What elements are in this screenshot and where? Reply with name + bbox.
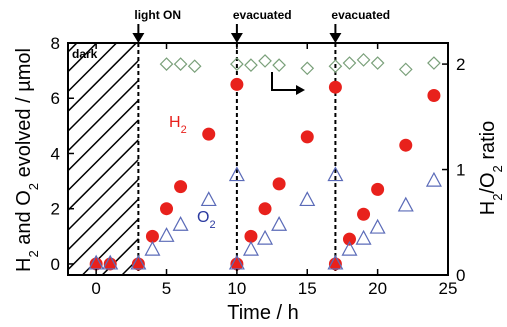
o2-point [102,254,119,270]
o2-point [327,166,344,182]
ratio-point [244,58,258,72]
o2-point [130,254,147,270]
ratio-axis-arrow [271,72,305,95]
y-axis-right-label: H2/O2 ratio [477,121,505,216]
y-axis-left-label: H2 and O2 evolved / µmol [13,48,41,272]
h2-point [328,257,342,271]
event-label: evacuated [331,8,390,22]
h2-point [160,202,174,216]
y-right-tick-label: 1 [456,161,465,180]
h2-point [357,207,371,221]
x-tick-label: 0 [91,279,100,298]
o2-point [88,254,105,270]
h2-point [230,257,244,271]
h2-point [427,88,441,102]
h2-point [258,202,272,216]
h2-point [328,80,342,94]
dark-hatch [68,43,139,275]
h2-point [131,257,145,271]
h2-point [103,257,117,271]
o2-point [425,171,442,187]
plot-frame [67,42,449,276]
h2-point [371,182,385,196]
data-points [88,53,442,271]
ratio-point [187,59,202,74]
event-label: evacuated [233,8,292,22]
o2-point [158,227,175,242]
o2-point [271,216,288,231]
ratio-point [370,56,385,70]
x-axis-label: Time / h [227,302,299,324]
x-tick-label: 10 [227,279,246,298]
dark-label: dark [72,47,98,61]
y-left-tick-label: 0 [51,255,60,274]
h2-point [399,138,413,152]
o2-point [397,196,414,212]
o2-point [242,240,259,256]
y-left-tick-label: 4 [51,144,60,163]
event-arrow-head [230,33,243,43]
o2-point [228,166,245,182]
ratio-point [230,57,244,71]
ratio-point [427,56,441,70]
ratio-point [272,58,286,72]
o2-point [299,191,316,207]
x-tick-label: 25 [439,279,458,298]
h2-point [145,229,159,243]
o2-point [228,254,245,270]
y-left-tick-label: 8 [51,34,60,53]
o2-point [172,216,189,231]
x-tick-label: 15 [298,279,317,298]
ratio-point [328,59,343,74]
event-label: light ON [134,8,181,22]
ratio-point [159,57,174,71]
o2-point [369,218,386,234]
o2-point [144,240,161,256]
h2-point [244,229,258,243]
o2-point [355,229,372,245]
ratio-point [398,62,413,77]
ratio-point [258,54,272,68]
ratio-point [173,57,188,71]
o2-point [327,254,344,270]
o2-point [257,229,274,245]
h2-point [230,77,244,91]
h2-point [300,130,314,144]
y-left-tick-label: 2 [51,200,60,219]
h2-point [89,257,103,271]
ratio-point [356,53,371,67]
series-label-h2: H2 [169,114,187,136]
event-arrow-head [132,33,145,43]
y-right-tick-label: 0 [456,266,465,285]
h2-point [342,232,356,246]
x-tick-label: 5 [162,279,171,298]
dark-region [68,43,139,275]
o2-point [200,191,217,207]
event-arrow-head [329,33,342,43]
o2-point [341,240,358,256]
ratio-point [300,61,315,76]
series-label-o2: O2 [197,209,216,231]
h2-point [272,177,286,191]
h2-point [174,180,188,194]
y-left-tick-label: 6 [51,89,60,108]
h2-point [202,127,216,141]
y-right-tick-label: 2 [456,55,465,74]
ratio-point [342,56,357,70]
x-tick-label: 20 [368,279,387,298]
